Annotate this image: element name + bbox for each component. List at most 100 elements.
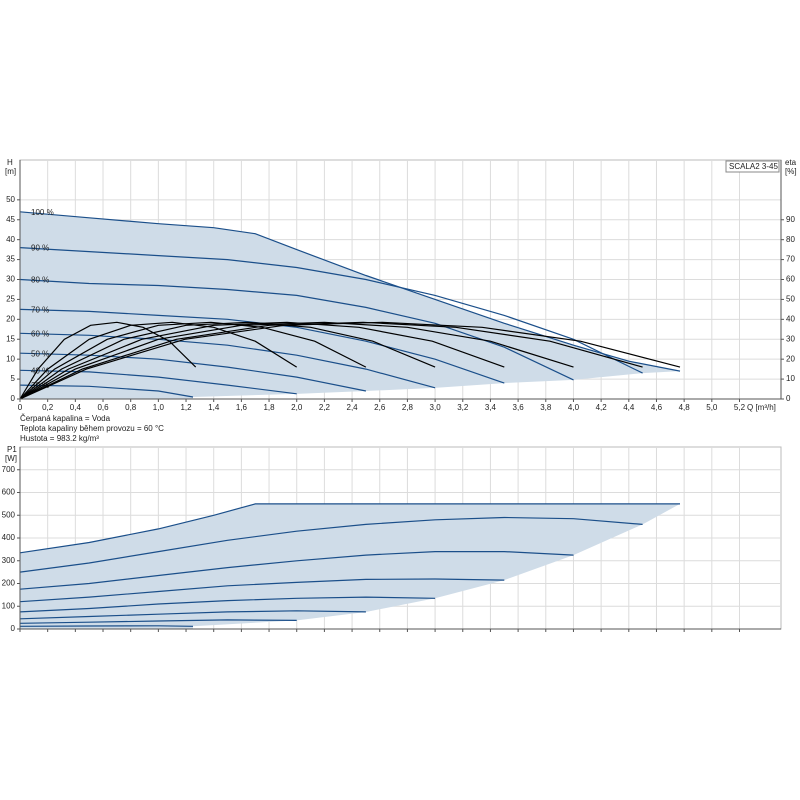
x-tick-label: 3,0 — [430, 403, 442, 412]
curve — [19, 332, 436, 389]
curve — [19, 369, 297, 395]
y2-tick-label: 60 — [786, 275, 795, 284]
note: Hustota = 983.2 kg/m³ — [20, 434, 99, 443]
y-tick-label: 0 — [11, 624, 16, 633]
curve — [19, 247, 643, 374]
y-tick-label: 10 — [6, 354, 15, 363]
y-tick-label: 20 — [6, 314, 15, 323]
curve — [19, 596, 436, 613]
efficiency-curve — [19, 321, 681, 400]
y2-tick-label: 90 — [786, 215, 795, 224]
curve-label: 100 % — [31, 208, 54, 217]
x-tick-label: 0 — [18, 403, 23, 412]
curve — [19, 352, 367, 392]
x-tick-label: 5,2 — [734, 403, 746, 412]
y2-tick-label: 30 — [786, 334, 795, 343]
operating-range — [20, 503, 680, 629]
x-tick-label: 4,2 — [596, 403, 608, 412]
y2-tick-label: 50 — [786, 295, 795, 304]
y-tick-label: 600 — [2, 488, 16, 497]
y2-axis-unit: [%] — [785, 167, 797, 176]
y2-tick-label: 10 — [786, 374, 795, 383]
x-tick-label: 0,2 — [42, 403, 54, 412]
x-axis-label: Q [m³/h] — [747, 403, 776, 412]
y-axis-label: H — [7, 158, 13, 167]
x-tick-label: 2,4 — [347, 403, 359, 412]
curve — [19, 211, 681, 372]
y2-tick-label: 40 — [786, 314, 795, 323]
x-tick-label: 2,6 — [374, 403, 386, 412]
curve-label: 50 % — [31, 349, 49, 358]
x-tick-label: 1,8 — [263, 403, 275, 412]
y2-axis-label: eta — [785, 158, 797, 167]
x-tick-label: 3,2 — [457, 403, 469, 412]
efficiency-curve — [19, 321, 574, 400]
y-tick-label: 15 — [6, 334, 15, 343]
y-tick-label: 30 — [6, 275, 15, 284]
y-tick-label: 700 — [2, 465, 16, 474]
curve-label: 90 % — [31, 244, 49, 253]
y-axis-unit: [m] — [5, 167, 16, 176]
y-tick-label: 35 — [6, 255, 15, 264]
efficiency-curve — [19, 321, 197, 400]
x-tick-label: 4,6 — [651, 403, 663, 412]
y-axis-unit: [W] — [5, 454, 17, 463]
x-tick-label: 4,0 — [568, 403, 580, 412]
efficiency-curve — [19, 321, 436, 400]
curve-label: 80 % — [31, 276, 49, 285]
curve — [19, 610, 366, 620]
y-tick-label: 400 — [2, 533, 16, 542]
y-tick-label: 0 — [11, 394, 16, 403]
y-tick-label: 50 — [6, 195, 15, 204]
x-tick-label: 1,0 — [153, 403, 165, 412]
curve-label: 30 % — [31, 381, 49, 390]
curve-label: 60 % — [31, 329, 49, 338]
y-tick-label: 100 — [2, 601, 16, 610]
x-tick-label: 3,8 — [540, 403, 552, 412]
note: Teplota kapaliny během provozu = 60 °C — [20, 424, 164, 433]
x-tick-label: 0,6 — [97, 403, 109, 412]
efficiency-curve — [19, 321, 298, 400]
curve-label: 70 % — [31, 305, 49, 314]
y-tick-label: 40 — [6, 235, 15, 244]
y-tick-label: 25 — [6, 295, 15, 304]
x-tick-label: 2,8 — [402, 403, 414, 412]
curve-label: 40 % — [31, 366, 49, 375]
y-tick-label: 500 — [2, 510, 16, 519]
x-tick-label: 1,6 — [236, 403, 248, 412]
x-tick-label: 5,0 — [706, 403, 718, 412]
x-tick-label: 1,2 — [180, 403, 192, 412]
curve — [19, 516, 643, 573]
y2-tick-label: 20 — [786, 354, 795, 363]
x-tick-label: 3,4 — [485, 403, 497, 412]
y-tick-label: 200 — [2, 579, 16, 588]
x-tick-label: 4,8 — [679, 403, 691, 412]
x-tick-label: 3,6 — [513, 403, 525, 412]
x-tick-label: 2,0 — [291, 403, 303, 412]
x-tick-label: 0,4 — [70, 403, 82, 412]
x-tick-label: 0,8 — [125, 403, 137, 412]
curve — [19, 619, 297, 624]
curve — [19, 578, 505, 603]
efficiency-curve — [19, 321, 505, 400]
chart-title: SCALA2 3-45 — [729, 162, 778, 171]
y-tick-label: 300 — [2, 556, 16, 565]
efficiency-curve — [19, 321, 367, 400]
y2-tick-label: 80 — [786, 235, 795, 244]
curve — [19, 503, 680, 554]
y2-tick-label: 0 — [786, 394, 791, 403]
y-tick-label: 5 — [11, 374, 16, 383]
curve — [19, 384, 194, 398]
x-tick-label: 4,4 — [623, 403, 635, 412]
curve — [19, 551, 574, 590]
x-tick-label: 1,4 — [208, 403, 220, 412]
y-axis-label: P1 — [7, 445, 17, 454]
curve — [19, 625, 194, 627]
note: Čerpaná kapalina = Voda — [20, 414, 111, 423]
y-tick-label: 45 — [6, 215, 15, 224]
y2-tick-label: 70 — [786, 255, 795, 264]
x-tick-label: 2,2 — [319, 403, 331, 412]
title-box — [725, 160, 780, 173]
